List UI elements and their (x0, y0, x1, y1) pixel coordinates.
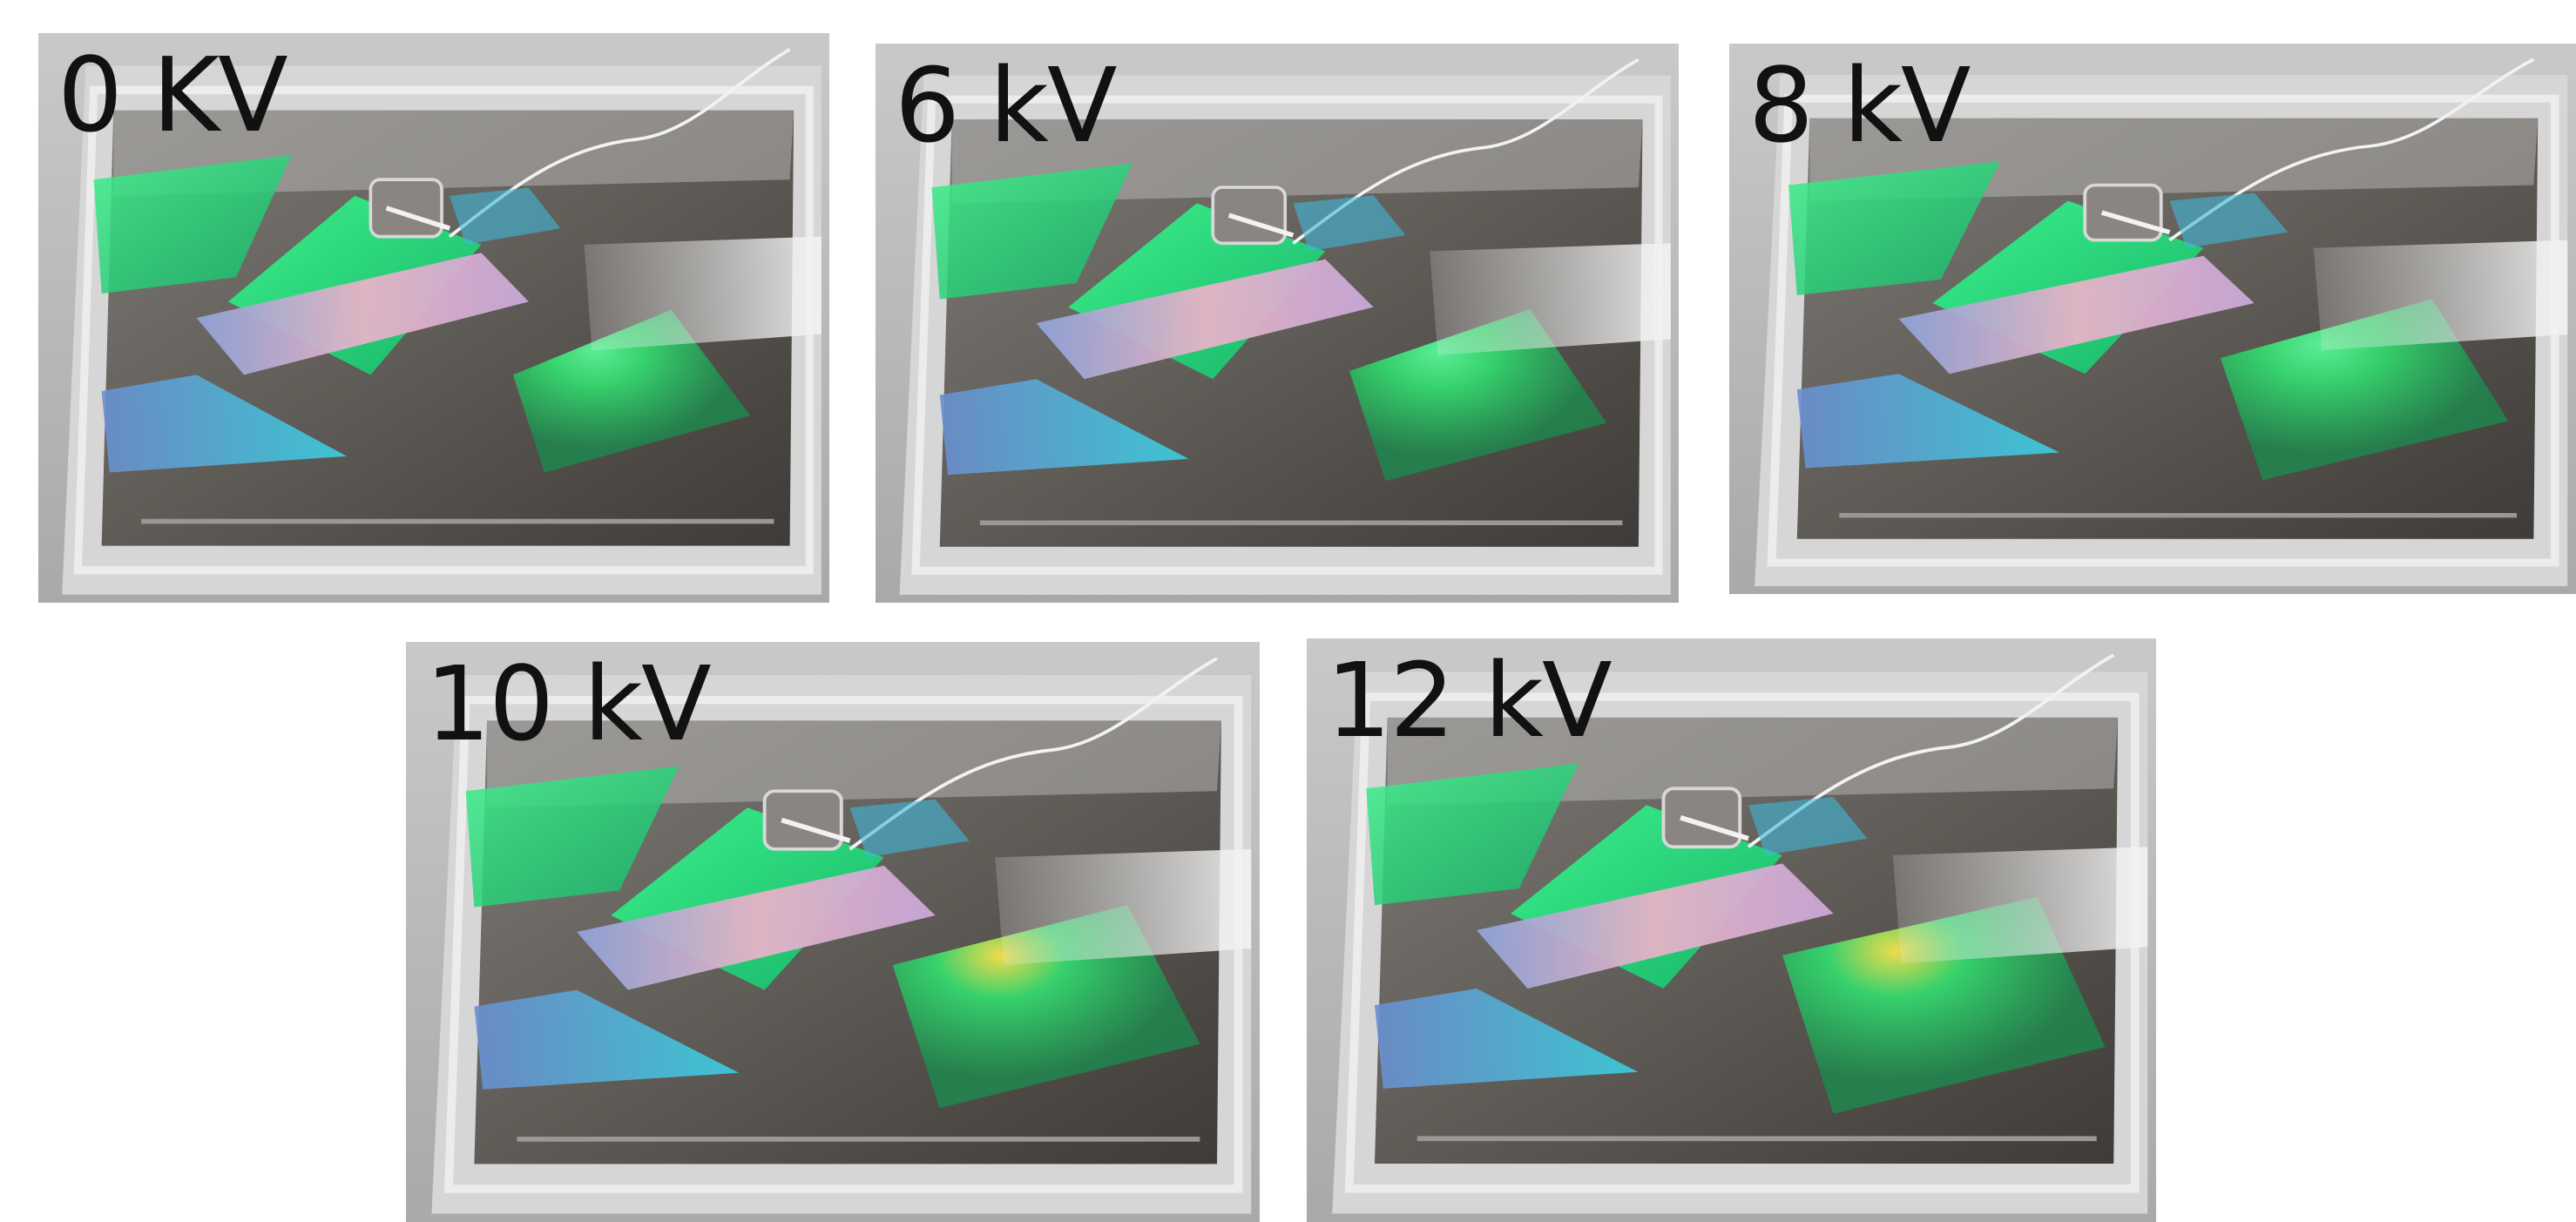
device-photo (876, 44, 1679, 603)
device-photo (406, 642, 1260, 1222)
voltage-label: 12 kV (1326, 640, 1613, 760)
device-photo (1307, 638, 2156, 1222)
voltage-label: 8 kV (1748, 45, 1971, 165)
photo-panel-6kv: 6 kV (876, 44, 1679, 603)
photo-panel-0kv: 0 KV (38, 33, 829, 603)
voltage-label: 10 kV (425, 644, 712, 764)
voltage-label: 6 kV (895, 45, 1118, 165)
device-photo (38, 33, 829, 603)
voltage-label: 0 KV (57, 35, 288, 155)
photo-panel-8kv: 8 kV (1729, 44, 2576, 594)
photo-panel-10kv: 10 kV (406, 642, 1260, 1222)
device-photo (1729, 44, 2576, 594)
photo-panel-12kv: 12 kV (1307, 638, 2156, 1222)
